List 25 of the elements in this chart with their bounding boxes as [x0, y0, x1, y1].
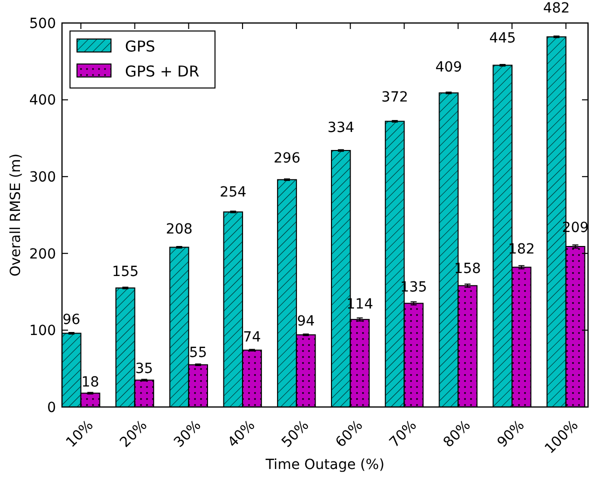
data-label: 96: [62, 312, 80, 328]
data-label: 372: [381, 89, 408, 106]
data-label: 334: [328, 120, 354, 136]
data-label: 482: [543, 0, 570, 17]
data-label: 18: [81, 374, 100, 391]
y-tick-label: 100: [29, 323, 56, 340]
data-label: 445: [489, 30, 516, 46]
legend-label: GPS: [125, 37, 156, 56]
data-label: 94: [296, 313, 315, 330]
data-label: 55: [189, 344, 207, 361]
y-tick-label: 400: [29, 92, 56, 109]
y-axis-title: Overall RMSE (m): [8, 153, 24, 277]
y-tick-label: 0: [47, 400, 56, 416]
data-label: 409: [435, 59, 462, 76]
y-tick-label: 300: [29, 170, 56, 186]
data-label: 155: [112, 264, 139, 280]
legend-label: GPS + DR: [125, 62, 200, 80]
y-tick-label: 500: [29, 16, 56, 32]
data-label: 296: [274, 150, 300, 167]
data-label: 254: [220, 184, 247, 200]
data-label: 74: [243, 330, 261, 346]
y-tick-label: 200: [29, 246, 56, 262]
data-label: 35: [135, 361, 154, 378]
x-axis-title: Time Outage (%): [264, 457, 384, 473]
data-label: 208: [166, 222, 193, 238]
